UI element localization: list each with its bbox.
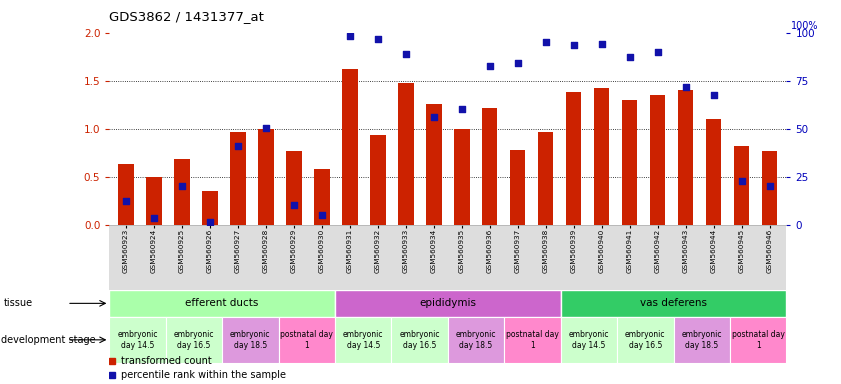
Text: vas deferens: vas deferens xyxy=(640,298,707,308)
Point xyxy=(427,114,441,120)
Bar xyxy=(678,90,693,225)
Bar xyxy=(119,164,134,225)
Bar xyxy=(335,290,561,317)
Bar xyxy=(174,159,190,225)
Text: embryonic
day 16.5: embryonic day 16.5 xyxy=(174,330,214,349)
Bar xyxy=(561,317,617,363)
Point xyxy=(511,60,525,66)
Bar xyxy=(370,136,385,225)
Point xyxy=(763,183,776,189)
Text: embryonic
day 16.5: embryonic day 16.5 xyxy=(625,330,665,349)
Text: embryonic
day 18.5: embryonic day 18.5 xyxy=(681,330,722,349)
Point xyxy=(707,92,721,98)
Bar xyxy=(278,317,335,363)
Text: 100%: 100% xyxy=(791,21,818,31)
Bar xyxy=(454,129,469,225)
Bar xyxy=(109,290,335,317)
Bar xyxy=(622,100,637,225)
Point xyxy=(175,183,188,189)
Text: embryonic
day 18.5: embryonic day 18.5 xyxy=(230,330,271,349)
Text: efferent ducts: efferent ducts xyxy=(186,298,259,308)
Bar xyxy=(706,119,722,225)
Point xyxy=(288,202,301,209)
Point xyxy=(315,212,329,218)
Bar xyxy=(335,317,391,363)
Text: postnatal day
1: postnatal day 1 xyxy=(506,330,559,349)
Bar xyxy=(222,317,278,363)
Bar xyxy=(447,317,505,363)
Bar xyxy=(730,317,786,363)
Text: postnatal day
1: postnatal day 1 xyxy=(732,330,785,349)
Bar xyxy=(258,129,273,225)
Bar xyxy=(594,88,610,225)
Text: embryonic
day 14.5: embryonic day 14.5 xyxy=(117,330,158,349)
Text: embryonic
day 16.5: embryonic day 16.5 xyxy=(399,330,440,349)
Point xyxy=(539,39,553,45)
Point xyxy=(259,124,272,131)
Bar xyxy=(166,317,222,363)
Point xyxy=(343,33,357,39)
Bar xyxy=(650,95,665,225)
Point xyxy=(651,49,664,55)
Bar xyxy=(566,92,581,225)
Point xyxy=(735,178,748,185)
Bar xyxy=(342,69,357,225)
Point xyxy=(147,215,161,221)
Text: transformed count: transformed count xyxy=(121,356,212,366)
Point xyxy=(204,219,217,225)
Point xyxy=(567,42,580,48)
Text: embryonic
day 18.5: embryonic day 18.5 xyxy=(456,330,496,349)
Bar xyxy=(510,150,526,225)
Point xyxy=(455,106,468,113)
Text: GDS3862 / 1431377_at: GDS3862 / 1431377_at xyxy=(109,10,264,23)
Bar xyxy=(561,290,786,317)
Point xyxy=(679,84,692,91)
Bar xyxy=(230,131,246,225)
Bar xyxy=(482,108,498,225)
Bar xyxy=(734,146,749,225)
Text: postnatal day
1: postnatal day 1 xyxy=(280,330,333,349)
Text: epididymis: epididymis xyxy=(420,298,476,308)
Text: percentile rank within the sample: percentile rank within the sample xyxy=(121,370,286,380)
Bar xyxy=(674,317,730,363)
Bar xyxy=(538,131,553,225)
Bar xyxy=(203,191,218,225)
Point xyxy=(371,36,384,43)
Point xyxy=(595,41,608,47)
Point xyxy=(483,63,496,70)
Bar xyxy=(315,169,330,225)
Bar xyxy=(391,317,447,363)
Point xyxy=(231,143,245,149)
Bar xyxy=(109,317,166,363)
Text: embryonic
day 14.5: embryonic day 14.5 xyxy=(569,330,609,349)
Bar xyxy=(617,317,674,363)
Bar xyxy=(286,151,302,225)
Bar xyxy=(426,104,442,225)
Text: tissue: tissue xyxy=(4,298,34,308)
Point xyxy=(623,53,637,60)
Bar xyxy=(398,83,414,225)
Point xyxy=(119,198,133,204)
Bar xyxy=(505,317,561,363)
Text: development stage: development stage xyxy=(1,335,96,345)
Text: embryonic
day 14.5: embryonic day 14.5 xyxy=(343,330,383,349)
Bar xyxy=(146,177,161,225)
Point xyxy=(399,51,413,57)
Bar xyxy=(762,151,777,225)
